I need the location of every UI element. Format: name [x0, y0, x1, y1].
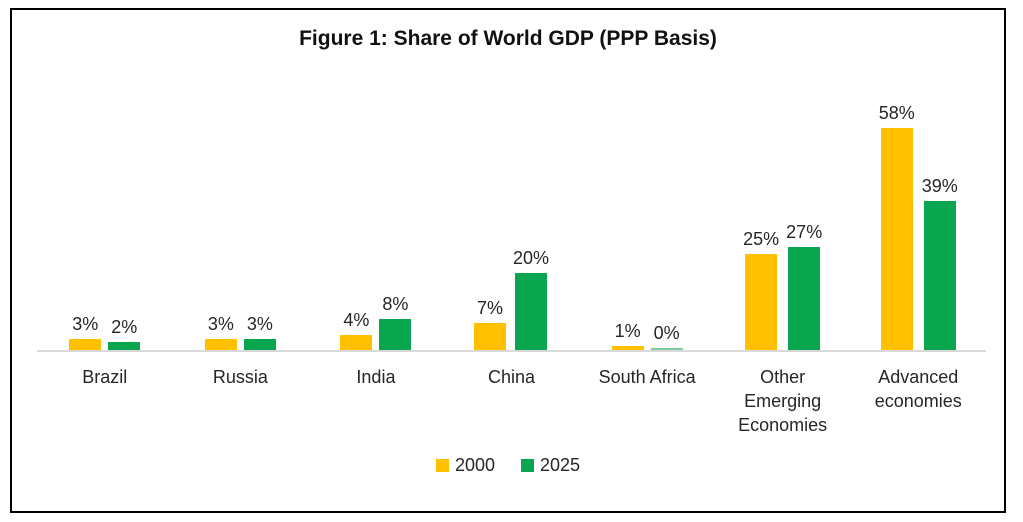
legend-item-2000: 2000	[435, 455, 495, 476]
legend-item-2025: 2025	[521, 455, 580, 476]
legend: 2000 2025	[12, 455, 1004, 476]
value-label-2025: 0%	[653, 323, 680, 343]
plot-area: 3% 2% 3% 3% 4% 8% 7% 20% 1% 0% 25% 27% 58% 39%	[37, 65, 986, 350]
legend-label-2025: 2025	[540, 455, 581, 475]
bar-2000	[340, 335, 373, 350]
category-label: Brazil	[82, 367, 128, 387]
bar-column-2000: 58%	[879, 102, 915, 350]
value-label-2000: 3%	[207, 314, 234, 334]
bar-2000	[474, 323, 506, 350]
bar-2025	[515, 273, 548, 350]
bar-group: 4% 8%	[308, 65, 444, 350]
bar-2025	[788, 247, 821, 350]
bar-2025	[650, 348, 683, 350]
value-label-2025: 3%	[246, 314, 273, 334]
value-label-2000: 7%	[476, 298, 503, 318]
legend-swatch-2000	[435, 459, 449, 472]
chart-frame: Figure 1: Share of World GDP (PPP Basis)…	[10, 8, 1006, 513]
bar-group: 25% 27%	[715, 65, 851, 350]
bar-group: 3% 2%	[37, 65, 173, 350]
category-label: Other Emerging Economies	[738, 367, 828, 435]
category-label: Russia	[212, 367, 268, 387]
bar-group: 7% 20%	[444, 65, 580, 350]
bar-2025	[108, 342, 141, 350]
value-label-2000: 1%	[614, 321, 641, 341]
value-label-2000: 58%	[878, 103, 915, 123]
bar-column-2025: 8%	[379, 293, 412, 350]
value-label-2000: 3%	[72, 314, 99, 334]
value-label-2025: 8%	[382, 294, 409, 314]
bar-column-2000: 7%	[474, 297, 506, 350]
bar-column-2000: 1%	[611, 320, 644, 350]
bar-2025	[923, 201, 956, 350]
bar-2025	[243, 339, 276, 350]
value-label-2025: 2%	[111, 317, 138, 337]
value-label-2000: 25%	[743, 229, 780, 249]
bar-group: 58% 39%	[850, 65, 986, 350]
bar-2025	[379, 319, 412, 350]
bar-column-2025: 3%	[243, 313, 276, 350]
bar-column-2000: 4%	[340, 309, 373, 350]
bar-column-2025: 27%	[786, 221, 822, 350]
value-label-2025: 27%	[786, 222, 823, 242]
bar-column-2000: 3%	[204, 313, 237, 350]
category-label: India	[356, 367, 396, 387]
category-label: Advanced economies	[874, 367, 962, 411]
chart-title: Figure 1: Share of World GDP (PPP Basis)	[299, 27, 717, 50]
bar-column-2000: 3%	[69, 313, 102, 350]
value-label-2025: 20%	[513, 248, 550, 268]
bar-2000	[880, 128, 913, 350]
bar-column-2025: 20%	[513, 247, 549, 350]
category-axis-labels: Brazil Russia India China South Africa Other …	[37, 365, 986, 437]
bar-group: 1% 0%	[579, 65, 715, 350]
bar-column-2025: 2%	[108, 316, 141, 350]
x-axis-line	[37, 350, 986, 352]
value-label-2025: 39%	[921, 176, 958, 196]
bar-2000	[204, 339, 237, 350]
bar-column-2000: 25%	[743, 228, 779, 350]
category-label: South Africa	[598, 367, 696, 387]
bar-2000	[69, 339, 102, 350]
category-label: China	[488, 367, 536, 387]
bar-2000	[611, 346, 644, 350]
legend-swatch-2025	[521, 459, 534, 472]
value-label-2000: 4%	[343, 310, 370, 330]
bar-2000	[745, 254, 778, 350]
bar-group: 3% 3%	[173, 65, 309, 350]
bar-column-2025: 0%	[650, 322, 683, 350]
bar-column-2025: 39%	[922, 175, 958, 350]
legend-label-2000: 2000	[454, 455, 495, 475]
